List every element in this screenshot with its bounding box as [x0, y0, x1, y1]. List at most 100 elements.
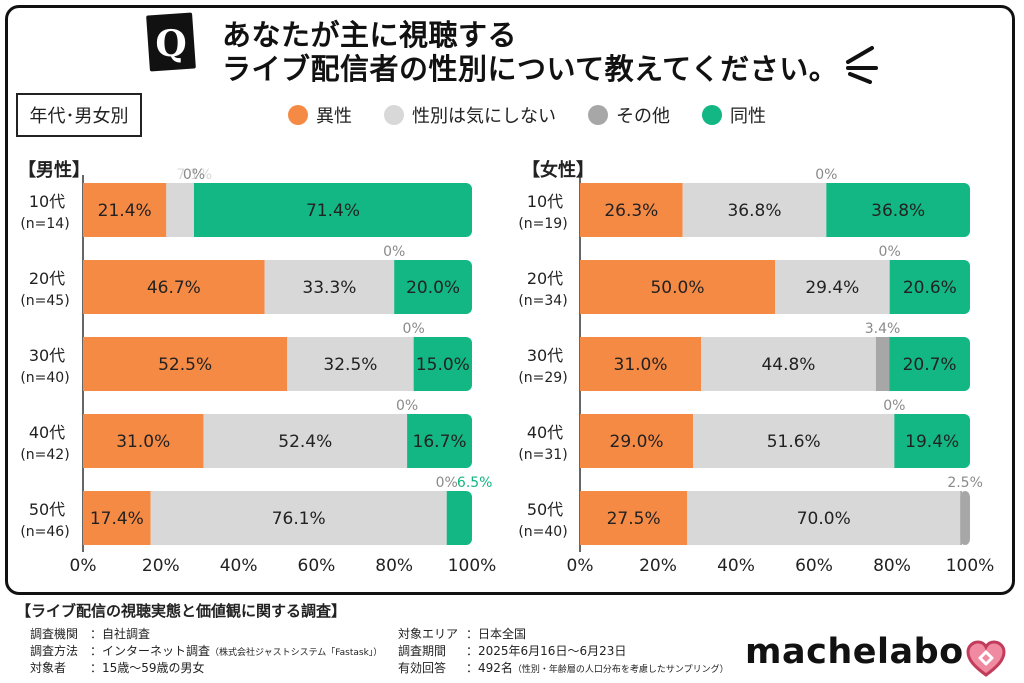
chart-title-line-2: ライブ配信者の性別について教えてください。	[222, 52, 839, 86]
bar-segment	[166, 183, 194, 237]
survey-row-note: （株式会社ジャストシステム「Fastask」）	[210, 648, 383, 658]
bar-segment	[889, 260, 962, 314]
bar-segment	[580, 491, 688, 545]
segment-label: 年代･男女別	[16, 93, 142, 137]
x-tick-label: 100%	[448, 556, 497, 576]
bar-segment	[150, 491, 447, 545]
data-label: 33.3%	[302, 278, 356, 298]
data-label-other: 2.5%	[947, 475, 983, 491]
data-label-other: 0%	[403, 321, 425, 337]
x-tick-label: 0%	[567, 556, 594, 576]
data-label: 27.5%	[607, 509, 661, 529]
bar-segment	[775, 260, 890, 314]
data-label-other: 3.4%	[865, 321, 901, 337]
category-label: 10代	[527, 192, 563, 211]
bar-segment	[83, 414, 204, 468]
heart-logo-icon	[966, 640, 1006, 677]
bar-segment	[682, 183, 827, 237]
bar-segment-end	[954, 414, 970, 468]
survey-row-value: ：自社調査	[90, 627, 151, 641]
survey-row-value: ：2025年6月16日〜6月23日	[466, 644, 627, 658]
bar-segment	[693, 414, 895, 468]
category-label: 50代	[527, 500, 563, 519]
bar-segment	[580, 260, 775, 314]
x-tick-label: 40%	[717, 556, 755, 576]
category-label: 20代	[527, 269, 563, 288]
panel-title-male: 【男性】	[18, 160, 90, 181]
data-label: 21.4%	[98, 201, 152, 221]
data-label: 29.4%	[805, 278, 859, 298]
bar-segment	[413, 337, 464, 391]
bar-segment	[394, 260, 464, 314]
survey-row-label: 調査機関	[30, 627, 79, 641]
bar-segment	[875, 337, 890, 391]
legend-swatch	[384, 105, 404, 125]
data-label: 71.4%	[306, 201, 360, 221]
sample-size-label: (n=45)	[20, 293, 69, 309]
data-label-other: 0%	[815, 167, 837, 183]
legend-label: 異性	[316, 106, 352, 127]
data-label: 20.6%	[903, 278, 957, 298]
survey-row-value: ：492名（性別・年齢層の人口分布を考慮したサンプリング）	[466, 661, 729, 675]
survey-row-value: ：15歳〜59歳の男女	[90, 661, 205, 675]
data-label-other: 0%	[183, 167, 205, 183]
sample-size-label: (n=40)	[518, 524, 567, 540]
x-tick-label: 100%	[946, 556, 995, 576]
data-label: 16.7%	[413, 432, 467, 452]
legend-swatch	[288, 105, 308, 125]
bar-segment	[580, 337, 702, 391]
bar-segment	[894, 414, 962, 468]
data-label: 46.7%	[147, 278, 201, 298]
survey-row-label: 調査期間	[398, 644, 447, 658]
bar-segment-end	[456, 337, 472, 391]
x-tick-label: 0%	[70, 556, 97, 576]
legend-label: 同性	[730, 106, 766, 127]
bar-segment-end	[456, 491, 472, 545]
data-label: 20.7%	[903, 355, 957, 375]
stacked-bar-charts: 0% 20% 40% 60% 80% 100%10代(n=14)21.4%7.1%0%71…	[20, 167, 995, 576]
data-label: 29.0%	[610, 432, 664, 452]
bar-segment-end	[960, 491, 970, 545]
x-tick-label: 80%	[873, 556, 911, 576]
survey-row-label: 対象者	[30, 661, 67, 675]
data-label-other: 0%	[383, 244, 405, 260]
data-label-other: 0%	[396, 398, 418, 414]
chart-title-line-1: あなたが主に視聴する	[222, 18, 518, 52]
sample-size-label: (n=29)	[518, 370, 567, 386]
category-label: 50代	[29, 500, 65, 519]
data-label-small: 7.1%	[177, 167, 213, 183]
bar-segment	[83, 183, 167, 237]
data-label: 20.0%	[406, 278, 460, 298]
bar-segment-end	[954, 260, 970, 314]
data-label: 52.4%	[278, 432, 332, 452]
category-label: 30代	[29, 346, 65, 365]
data-label: 19.4%	[905, 432, 959, 452]
survey-row-label: 調査方法	[30, 644, 79, 658]
question-badge-letter: Q	[155, 23, 186, 65]
data-label: 76.1%	[272, 509, 326, 529]
data-label: 26.3%	[604, 201, 658, 221]
bar-segment	[701, 337, 876, 391]
sample-size-label: (n=31)	[518, 447, 567, 463]
legend-item: 異性	[288, 102, 352, 128]
bar-segment-end	[456, 183, 472, 237]
bar-segment	[826, 183, 962, 237]
data-label: 36.8%	[871, 201, 925, 221]
category-label: 40代	[527, 423, 563, 442]
survey-row-label: 対象エリア	[398, 627, 459, 641]
sample-size-label: (n=46)	[20, 524, 69, 540]
data-label: 44.8%	[761, 355, 815, 375]
bar-segment	[889, 337, 962, 391]
legend: 異性 性別は気にしない その他 同性	[288, 100, 798, 130]
legend-item: 性別は気にしない	[384, 102, 556, 128]
x-tick-label: 20%	[639, 556, 677, 576]
legend-label: その他	[616, 106, 670, 127]
bar-segment	[580, 183, 683, 237]
survey-row-note: （性別・年齢層の人口分布を考慮したサンプリング）	[512, 665, 729, 675]
legend-item: 同性	[702, 102, 766, 128]
data-label: 51.6%	[767, 432, 821, 452]
data-label-other: 0%	[436, 475, 458, 491]
data-label: 31.0%	[614, 355, 668, 375]
sample-size-label: (n=19)	[518, 216, 567, 232]
bar-segment-end	[954, 183, 970, 237]
